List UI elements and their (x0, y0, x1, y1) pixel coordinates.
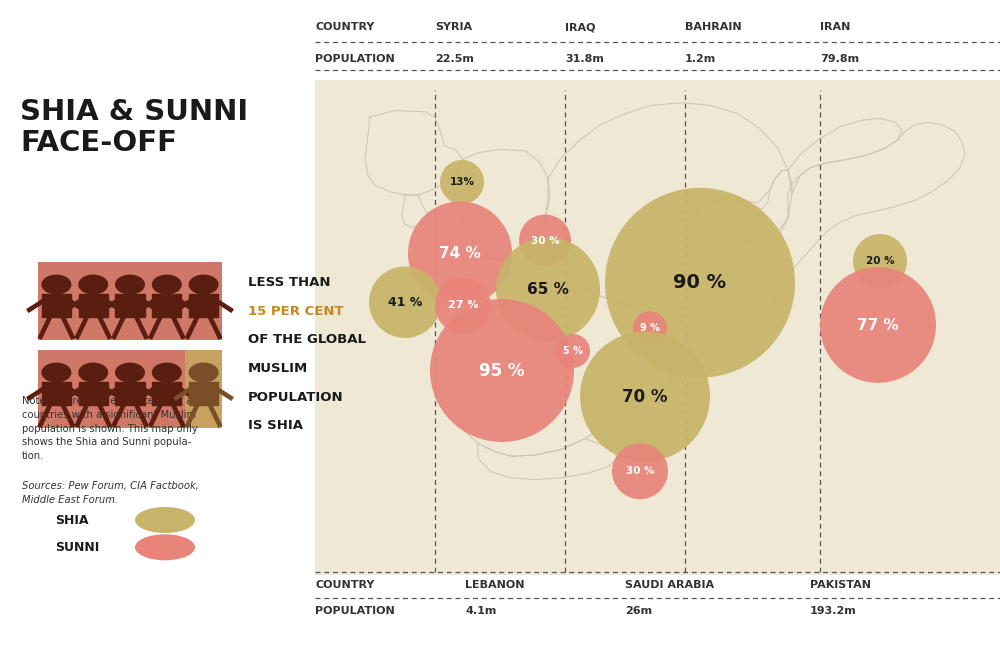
Bar (152, 382, 181, 405)
Text: SHIA: SHIA (55, 514, 88, 526)
Ellipse shape (519, 214, 571, 266)
Text: OF THE GLOBAL: OF THE GLOBAL (248, 333, 366, 346)
Text: POPULATION: POPULATION (315, 53, 395, 64)
Bar (79, 382, 108, 405)
Circle shape (189, 363, 218, 382)
Text: IS SHIA: IS SHIA (248, 419, 303, 432)
Text: 74 %: 74 % (439, 246, 481, 261)
Text: 31.8m: 31.8m (565, 53, 604, 64)
Text: 4.1m: 4.1m (465, 606, 496, 616)
Text: 5 %: 5 % (563, 346, 583, 356)
Text: PAKISTAN: PAKISTAN (810, 580, 871, 590)
Text: 1.2m: 1.2m (685, 53, 716, 64)
Ellipse shape (556, 334, 590, 368)
FancyBboxPatch shape (315, 80, 1000, 575)
Text: 65 %: 65 % (527, 281, 569, 297)
Ellipse shape (369, 266, 441, 338)
Ellipse shape (496, 237, 600, 341)
Ellipse shape (605, 188, 795, 378)
Text: 79.8m: 79.8m (820, 53, 859, 64)
Bar (189, 382, 218, 405)
Ellipse shape (853, 234, 907, 289)
Text: Sources: Pew Forum, CIA Factbook,
Middle East Forum.: Sources: Pew Forum, CIA Factbook, Middle… (22, 481, 199, 504)
Text: 95 %: 95 % (479, 361, 525, 380)
Circle shape (116, 363, 144, 382)
Bar (115, 294, 145, 317)
Text: 22.5m: 22.5m (435, 53, 474, 64)
Text: 20 %: 20 % (866, 256, 894, 266)
Text: 30 %: 30 % (626, 466, 654, 476)
Text: 90 %: 90 % (673, 273, 727, 292)
Text: SHIA & SUNNI
FACE-OFF: SHIA & SUNNI FACE-OFF (20, 98, 248, 157)
Text: SYRIA: SYRIA (435, 22, 472, 32)
Ellipse shape (580, 332, 710, 462)
Text: IRAN: IRAN (820, 22, 850, 32)
Text: 13%: 13% (450, 177, 475, 187)
Ellipse shape (820, 267, 936, 383)
Text: 70 %: 70 % (622, 387, 668, 406)
Bar (42, 382, 71, 405)
Ellipse shape (135, 534, 195, 560)
Ellipse shape (612, 443, 668, 499)
Text: 77 %: 77 % (857, 317, 899, 333)
Text: COUNTRY: COUNTRY (315, 22, 374, 32)
Ellipse shape (435, 278, 491, 333)
Circle shape (189, 275, 218, 294)
Text: Note: Figures are estimates. Not all
countries with a significant Muslim
populat: Note: Figures are estimates. Not all cou… (22, 396, 198, 461)
Text: SUNNI: SUNNI (55, 541, 99, 554)
Bar (115, 382, 145, 405)
Text: 30 %: 30 % (531, 235, 559, 246)
Text: POPULATION: POPULATION (315, 606, 395, 616)
Text: 15 PER CENT: 15 PER CENT (248, 305, 344, 318)
Circle shape (42, 275, 71, 294)
Circle shape (152, 275, 181, 294)
Ellipse shape (430, 299, 574, 442)
Text: 41 %: 41 % (388, 296, 422, 309)
Text: SAUDI ARABIA: SAUDI ARABIA (625, 580, 714, 590)
Text: IRAQ: IRAQ (565, 22, 596, 32)
Circle shape (152, 363, 181, 382)
Bar (42, 294, 71, 317)
Text: LEBANON: LEBANON (465, 580, 524, 590)
Ellipse shape (135, 507, 195, 533)
FancyBboxPatch shape (38, 262, 222, 340)
FancyBboxPatch shape (185, 350, 222, 428)
Bar (189, 294, 218, 317)
Text: MUSLIM: MUSLIM (248, 362, 308, 375)
Circle shape (42, 363, 71, 382)
Circle shape (116, 275, 144, 294)
Text: 27 %: 27 % (448, 300, 478, 311)
Text: BAHRAIN: BAHRAIN (685, 22, 742, 32)
Ellipse shape (408, 202, 512, 306)
FancyBboxPatch shape (38, 350, 222, 428)
Ellipse shape (633, 311, 667, 345)
Circle shape (79, 363, 108, 382)
Bar (152, 294, 181, 317)
Text: POPULATION: POPULATION (248, 391, 344, 404)
Text: COUNTRY: COUNTRY (315, 580, 374, 590)
Text: 193.2m: 193.2m (810, 606, 857, 616)
Text: 26m: 26m (625, 606, 652, 616)
Text: LESS THAN: LESS THAN (248, 276, 330, 289)
Circle shape (79, 275, 108, 294)
Text: 9 %: 9 % (640, 323, 660, 333)
Ellipse shape (440, 160, 484, 204)
Bar (79, 294, 108, 317)
